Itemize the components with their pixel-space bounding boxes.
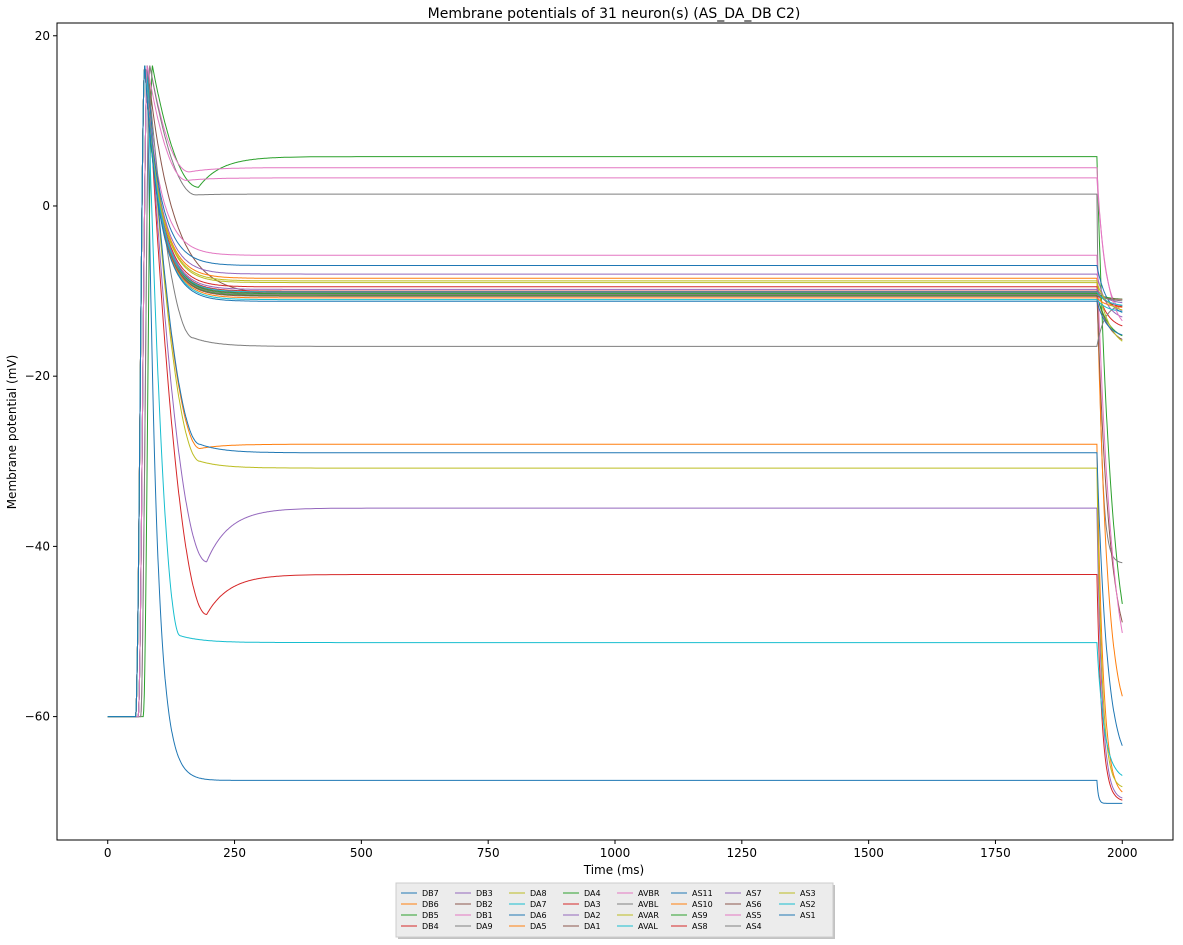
legend-entry: DA7 [530, 900, 547, 909]
legend-entry: DA1 [584, 922, 601, 931]
legend-entry: AVBL [638, 900, 659, 909]
legend-entry: AS3 [800, 889, 816, 898]
series-line-AS11 [107, 65, 1123, 718]
y-tick-label: −40 [25, 539, 50, 553]
legend: DB7 DB6 DB5 DB4 DB3 DB2 DB1 DA9 DA8 DA7 DA6 DA5 DA4 D… [395, 882, 835, 939]
y-axis-label: Membrane potential (mV) [5, 355, 19, 510]
legend-entry: DA9 [476, 922, 493, 931]
legend-entry: DB4 [422, 922, 439, 931]
legend-entry: AS8 [692, 922, 708, 931]
x-tick-label: 750 [477, 846, 500, 860]
x-axis: 0 250 500 750 1000 1250 1500 1750 2000 [104, 840, 1138, 860]
legend-entry: AS6 [746, 900, 762, 909]
legend-entry: DB1 [476, 911, 493, 920]
y-tick-label: −60 [25, 710, 50, 724]
legend-entry: DB7 [422, 889, 439, 898]
legend-entry: AS2 [800, 900, 816, 909]
x-axis-label: Time (ms) [583, 863, 645, 877]
legend-entry: AS5 [746, 911, 762, 920]
x-tick-label: 250 [223, 846, 246, 860]
legend-entry: DA4 [584, 889, 601, 898]
plot-lines [107, 65, 1123, 804]
series-line-DB3 [107, 65, 1123, 799]
x-tick-label: 1750 [980, 846, 1011, 860]
series-line-DB7 [107, 65, 1123, 804]
x-tick-label: 0 [104, 846, 112, 860]
legend-entry: DB6 [422, 900, 439, 909]
legend-entry: DA3 [584, 900, 601, 909]
x-tick-label: 2000 [1107, 846, 1138, 860]
legend-entry: DA2 [584, 911, 601, 920]
series-line-AVBR [107, 65, 1123, 718]
chart-title: Membrane potentials of 31 neuron(s) (AS_… [428, 6, 801, 22]
series-line-DA9 [107, 65, 1123, 718]
x-tick-label: 1500 [853, 846, 884, 860]
legend-entry: AS10 [692, 900, 713, 909]
legend-entry: AS7 [746, 889, 762, 898]
legend-entry: DB5 [422, 911, 439, 920]
legend-entry: DB2 [476, 900, 493, 909]
series-line-AS1 [107, 65, 1123, 718]
legend-entry: DA8 [530, 889, 547, 898]
y-axis: −60 −40 −20 0 20 [25, 29, 57, 724]
legend-entry: AS11 [692, 889, 713, 898]
y-tick-label: 20 [35, 29, 50, 43]
series-line-AS2 [107, 65, 1123, 718]
series-line-AS5 [107, 65, 1123, 718]
legend-entry: AS1 [800, 911, 816, 920]
y-tick-label: −20 [25, 369, 50, 383]
x-tick-label: 1250 [727, 846, 758, 860]
legend-entry: DA6 [530, 911, 547, 920]
legend-entry: AVAR [638, 911, 659, 920]
series-line-DA7 [107, 65, 1123, 776]
legend-box [395, 882, 834, 938]
series-line-AVBL [107, 65, 1123, 718]
x-tick-label: 1000 [600, 846, 631, 860]
legend-entry: AS4 [746, 922, 762, 931]
x-tick-label: 500 [350, 846, 373, 860]
legend-entry: AVBR [638, 889, 660, 898]
legend-entry: DA5 [530, 922, 547, 931]
legend-entry: DB3 [476, 889, 493, 898]
legend-entry: AS9 [692, 911, 708, 920]
series-line-DB5 [107, 65, 1123, 718]
series-line-DB4 [107, 65, 1123, 801]
y-tick-label: 0 [42, 199, 50, 213]
legend-entry: AVAL [638, 922, 658, 931]
series-line-AS3 [107, 65, 1123, 718]
